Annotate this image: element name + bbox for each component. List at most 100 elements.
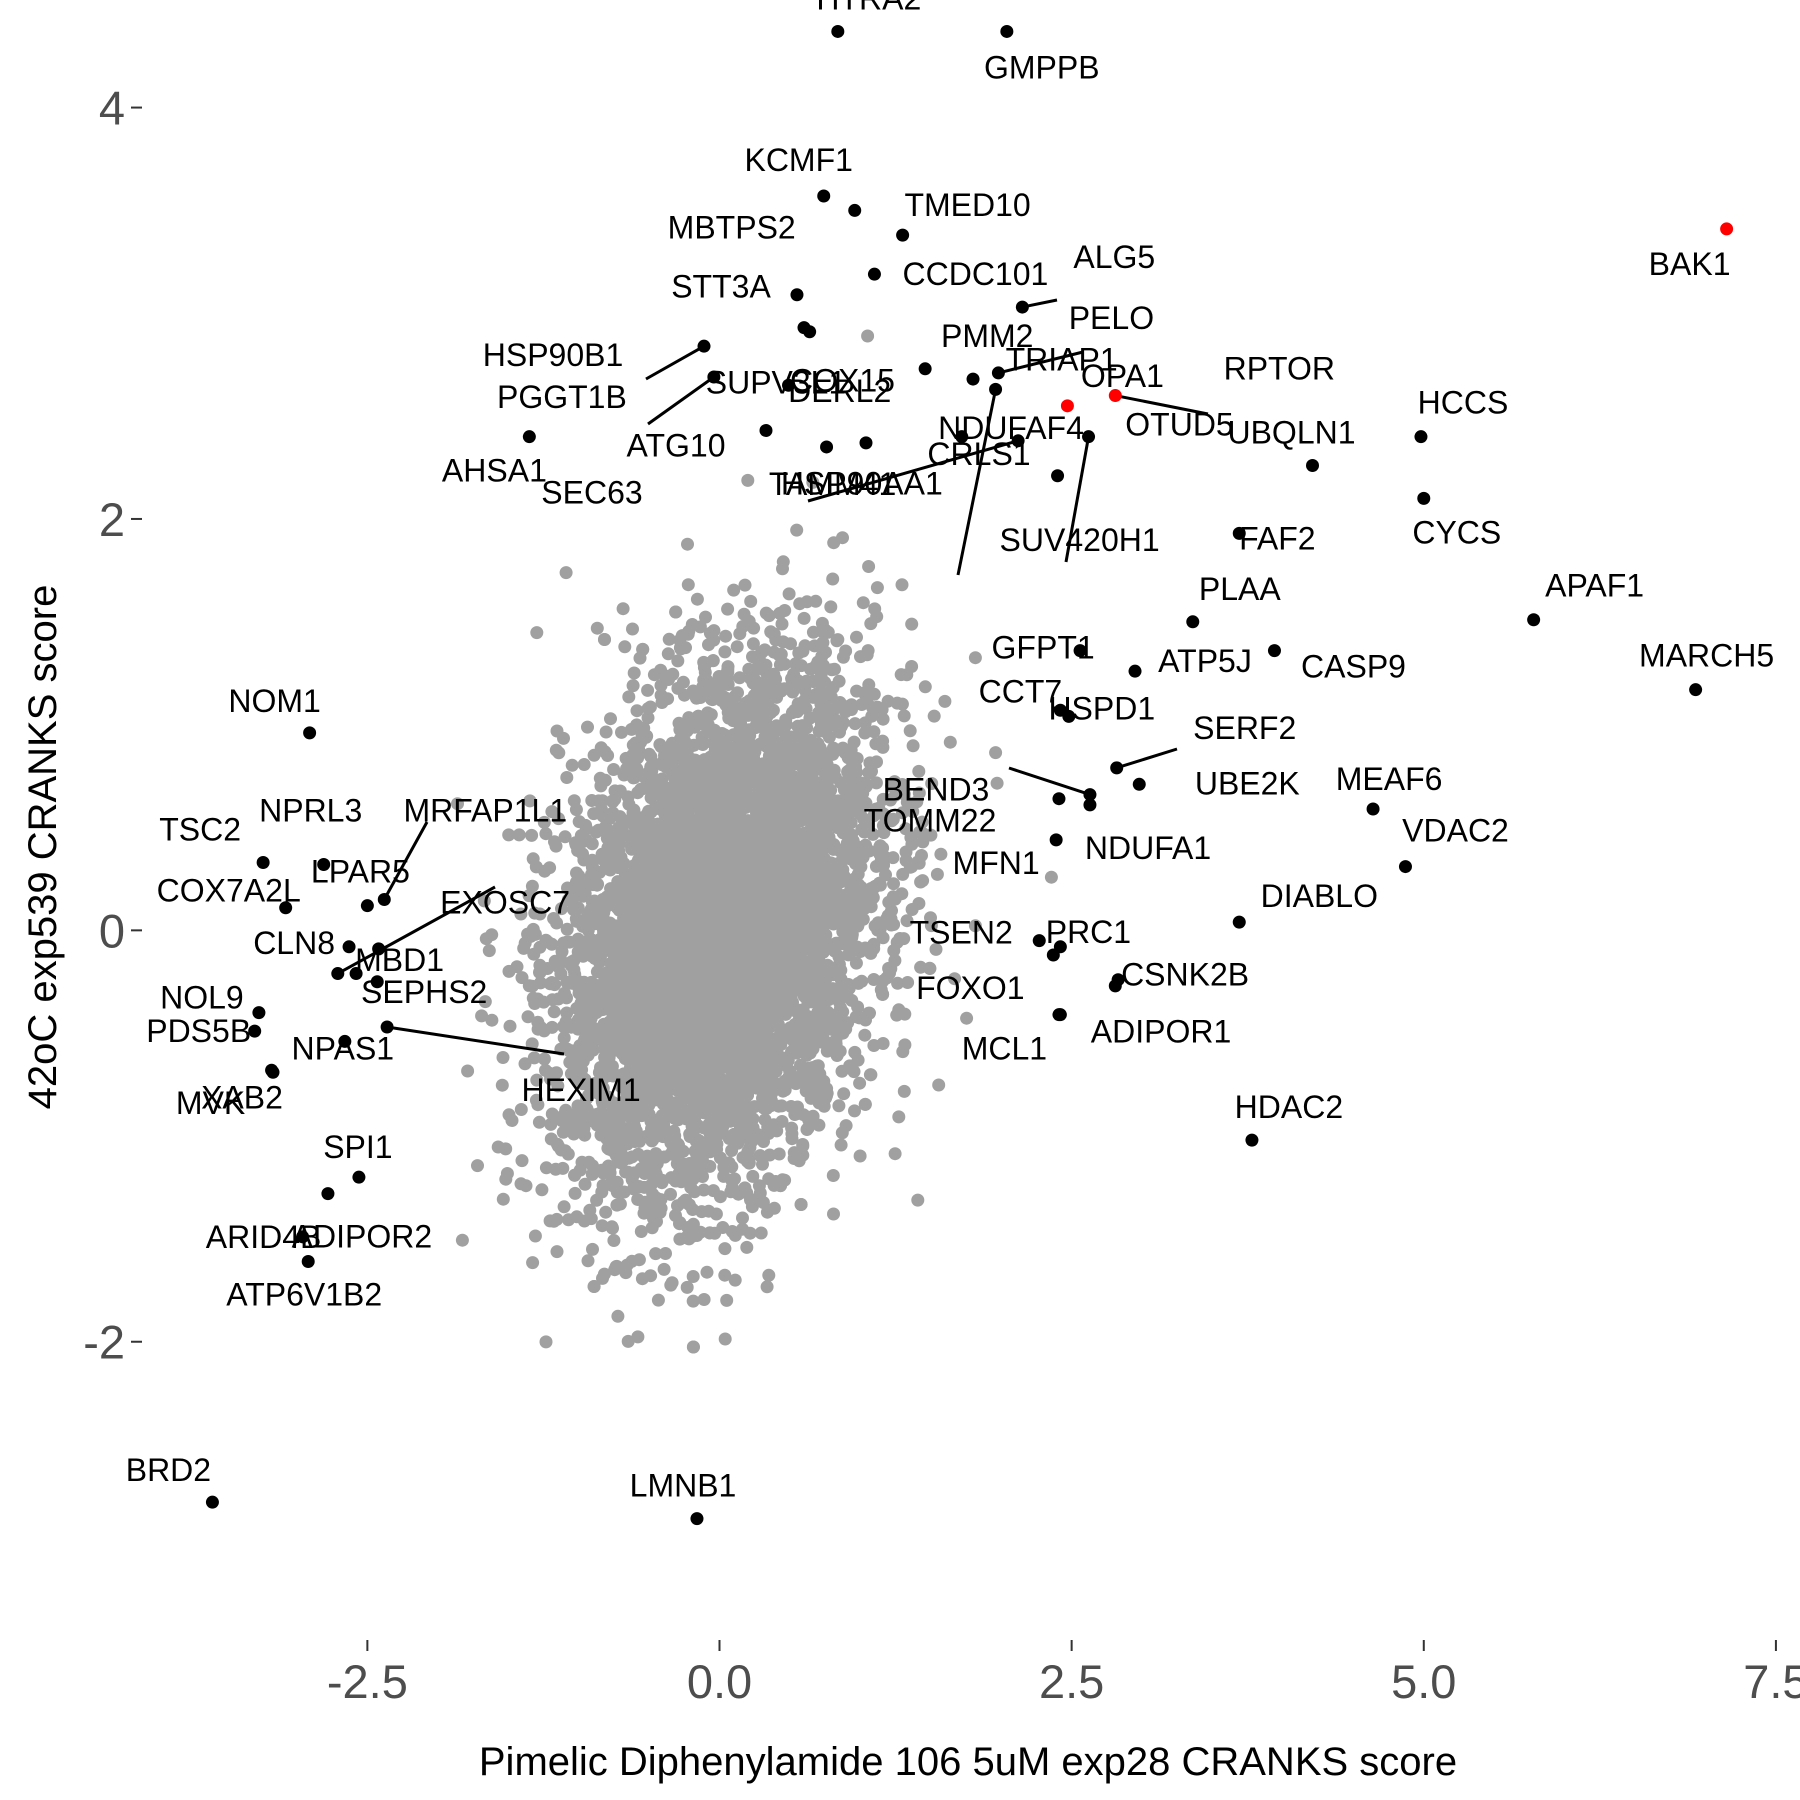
background-point [805, 1061, 819, 1075]
background-point [834, 1001, 847, 1015]
background-point [627, 666, 641, 680]
background-point [704, 725, 718, 739]
background-point [738, 1181, 752, 1195]
background-point [862, 560, 876, 573]
background-point [686, 1294, 700, 1308]
background-point [600, 861, 614, 875]
background-point [785, 706, 799, 720]
background-point [525, 828, 539, 842]
background-point [815, 616, 829, 630]
background-point [906, 739, 920, 753]
background-point [597, 1267, 611, 1281]
background-point [775, 1115, 789, 1128]
background-point [537, 1052, 551, 1066]
background-point [790, 523, 804, 537]
background-point [760, 1280, 774, 1294]
background-point [631, 1330, 645, 1344]
background-point [843, 1059, 857, 1073]
background-point [838, 746, 852, 760]
background-point [925, 777, 939, 790]
background-point [782, 587, 796, 601]
background-point [960, 1011, 974, 1025]
background-point [730, 640, 744, 654]
background-point [547, 1005, 561, 1019]
background-point [848, 1104, 861, 1118]
background-point [655, 1173, 669, 1187]
background-point [785, 1127, 799, 1141]
background-point [897, 709, 911, 723]
background-point [698, 665, 712, 679]
background-point [644, 1269, 658, 1283]
background-point [870, 581, 884, 595]
background-point [855, 974, 869, 988]
background-point [550, 916, 564, 930]
background-point [773, 606, 787, 620]
background-point [888, 1147, 902, 1161]
background-point [502, 828, 516, 842]
background-point [527, 1051, 541, 1065]
background-point [657, 1262, 671, 1276]
background-point [809, 594, 823, 608]
background-point [897, 1084, 911, 1098]
background-point [861, 329, 875, 343]
background-point [560, 922, 574, 936]
background-point [585, 794, 599, 807]
background-point [485, 928, 499, 942]
background-point [824, 600, 838, 614]
background-point [837, 1087, 851, 1101]
background-point [816, 636, 830, 650]
background-point [530, 1073, 544, 1087]
background-point [776, 555, 790, 569]
background-point [826, 1169, 840, 1182]
background-point [733, 671, 747, 685]
background-point [860, 648, 874, 662]
background-point [930, 867, 944, 881]
background-point [572, 975, 586, 989]
background-point [537, 1024, 551, 1038]
background-point [643, 700, 657, 714]
background-point [858, 716, 872, 730]
background-point [688, 1185, 701, 1199]
background-point [782, 965, 795, 979]
background-point [535, 1183, 549, 1197]
background-point [687, 738, 701, 752]
background-point [898, 1038, 912, 1052]
background-point [568, 1186, 582, 1200]
background-point [858, 1028, 872, 1042]
background-point [718, 645, 732, 659]
background-point [570, 866, 583, 880]
background-point [741, 473, 755, 487]
background-point [641, 683, 655, 697]
background-point [590, 621, 604, 635]
background-point [700, 1265, 714, 1279]
background-point [826, 572, 840, 586]
background-point [539, 827, 553, 841]
background-point [565, 758, 579, 772]
background-point [728, 1172, 741, 1186]
background-point [606, 1221, 619, 1235]
background-point [836, 902, 850, 915]
background-point [607, 1234, 621, 1247]
background-point [625, 1254, 639, 1268]
background-point [847, 735, 861, 749]
background-point [451, 797, 464, 811]
background-point [910, 795, 924, 809]
background-point [502, 1108, 516, 1122]
background-point [673, 1216, 687, 1229]
background-point [744, 594, 758, 608]
background-point [531, 1098, 545, 1112]
background-point [822, 730, 836, 744]
background-point [836, 531, 849, 545]
background-point [618, 640, 632, 654]
background-point [895, 578, 909, 592]
background-point [848, 717, 862, 731]
background-point [887, 877, 900, 891]
background-point [905, 617, 919, 631]
background-point [661, 647, 675, 661]
background-point [586, 1242, 599, 1256]
background-point [608, 784, 622, 798]
background-point [863, 1068, 877, 1082]
background-point [772, 1147, 786, 1161]
background-point [911, 1193, 925, 1207]
background-point [742, 614, 756, 628]
